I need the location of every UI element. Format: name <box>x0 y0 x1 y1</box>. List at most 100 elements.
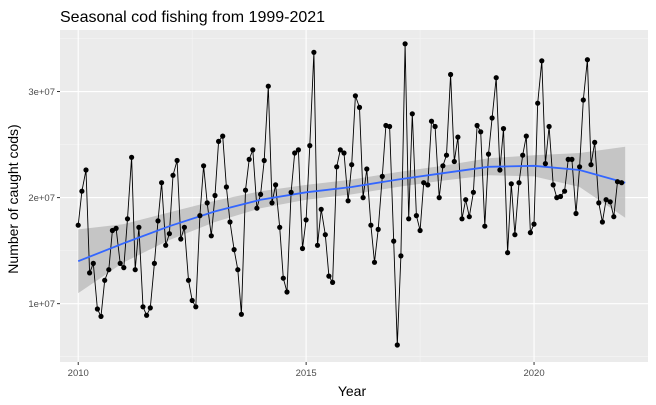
data-point <box>565 156 571 162</box>
data-point <box>520 152 526 158</box>
data-point <box>409 111 415 117</box>
data-point <box>261 157 267 164</box>
chart-title: Seasonal cod fishing from 1999-2021 <box>60 9 325 26</box>
x-axis-ticks: 2010 2015 2020 <box>68 362 545 379</box>
data-point <box>87 270 93 276</box>
data-point <box>189 297 195 304</box>
data-point <box>459 216 465 222</box>
data-point <box>619 180 625 186</box>
data-point <box>573 210 579 217</box>
data-point <box>155 218 161 224</box>
x-tick-label: 2010 <box>68 368 89 379</box>
data-point <box>614 179 621 185</box>
data-point <box>611 214 617 220</box>
data-point <box>470 189 476 195</box>
data-point <box>299 245 306 252</box>
data-point <box>368 222 374 228</box>
data-point <box>599 219 606 225</box>
data-point <box>330 279 336 285</box>
data-point <box>562 188 568 194</box>
data-point <box>406 216 412 222</box>
x-axis-title: Year <box>338 383 367 399</box>
y-tick-label: 1e+07 <box>28 299 55 310</box>
data-point <box>170 172 176 178</box>
data-point <box>345 198 351 204</box>
data-point <box>94 306 100 312</box>
data-point <box>174 157 180 164</box>
data-point <box>136 224 142 230</box>
data-point <box>227 219 233 225</box>
data-point <box>402 41 408 47</box>
data-point <box>375 226 381 232</box>
data-point <box>500 126 507 132</box>
data-point <box>448 71 454 78</box>
data-point <box>428 118 435 124</box>
data-point <box>284 289 290 295</box>
data-points <box>75 41 625 348</box>
data-point <box>337 147 343 153</box>
data-point <box>140 304 146 310</box>
data-point <box>318 206 324 212</box>
x-tick-label: 2015 <box>296 368 317 379</box>
data-point <box>106 267 112 273</box>
data-point <box>341 150 347 156</box>
data-point <box>334 164 340 170</box>
data-point <box>379 173 385 179</box>
data-point <box>364 166 370 172</box>
data-point <box>489 115 495 121</box>
data-point <box>98 313 104 319</box>
data-point <box>246 156 252 162</box>
data-point <box>466 214 472 220</box>
data-point <box>349 162 355 168</box>
data-point <box>144 312 150 318</box>
data-point <box>216 138 222 144</box>
data-point <box>322 232 328 238</box>
data-point <box>516 180 522 186</box>
y-tick-label: 2e+07 <box>28 193 55 204</box>
data-point <box>201 163 207 169</box>
data-point <box>443 152 450 158</box>
data-point <box>508 181 514 187</box>
data-point <box>531 221 537 227</box>
y-axis-ticks: 1e+07 2e+07 3e+07 <box>28 87 60 310</box>
data-point <box>371 259 378 265</box>
data-point <box>147 305 153 311</box>
y-axis-title: Number of caught cods) <box>5 124 21 273</box>
data-point <box>254 205 260 211</box>
data-point <box>417 227 423 234</box>
data-point <box>592 139 598 145</box>
minor-grid <box>60 30 648 362</box>
data-point <box>523 133 529 139</box>
data-point <box>204 200 210 206</box>
data-point <box>311 49 317 55</box>
data-point <box>280 275 286 281</box>
data-point <box>292 150 298 156</box>
data-point <box>288 189 294 195</box>
y-tick-label: 3e+07 <box>28 87 55 98</box>
data-point <box>151 260 157 266</box>
data-point <box>277 224 283 230</box>
data-point <box>159 180 165 186</box>
data-point <box>124 216 131 222</box>
data-point <box>546 123 552 130</box>
data-point <box>421 180 427 186</box>
plot-panel <box>60 30 648 362</box>
data-point <box>596 200 602 206</box>
data-point <box>474 122 480 129</box>
data-point <box>432 123 438 130</box>
data-point <box>121 265 127 271</box>
data-point <box>273 182 279 188</box>
data-point <box>497 167 503 173</box>
data-point <box>493 75 499 81</box>
data-point <box>485 151 492 157</box>
data-point <box>163 242 169 248</box>
data-point <box>398 253 404 259</box>
data-point <box>220 133 226 139</box>
data-point <box>307 143 313 149</box>
data-point <box>539 58 545 64</box>
data-point <box>258 191 264 197</box>
data-point <box>436 195 442 201</box>
data-point <box>185 277 192 283</box>
data-point <box>527 230 534 236</box>
